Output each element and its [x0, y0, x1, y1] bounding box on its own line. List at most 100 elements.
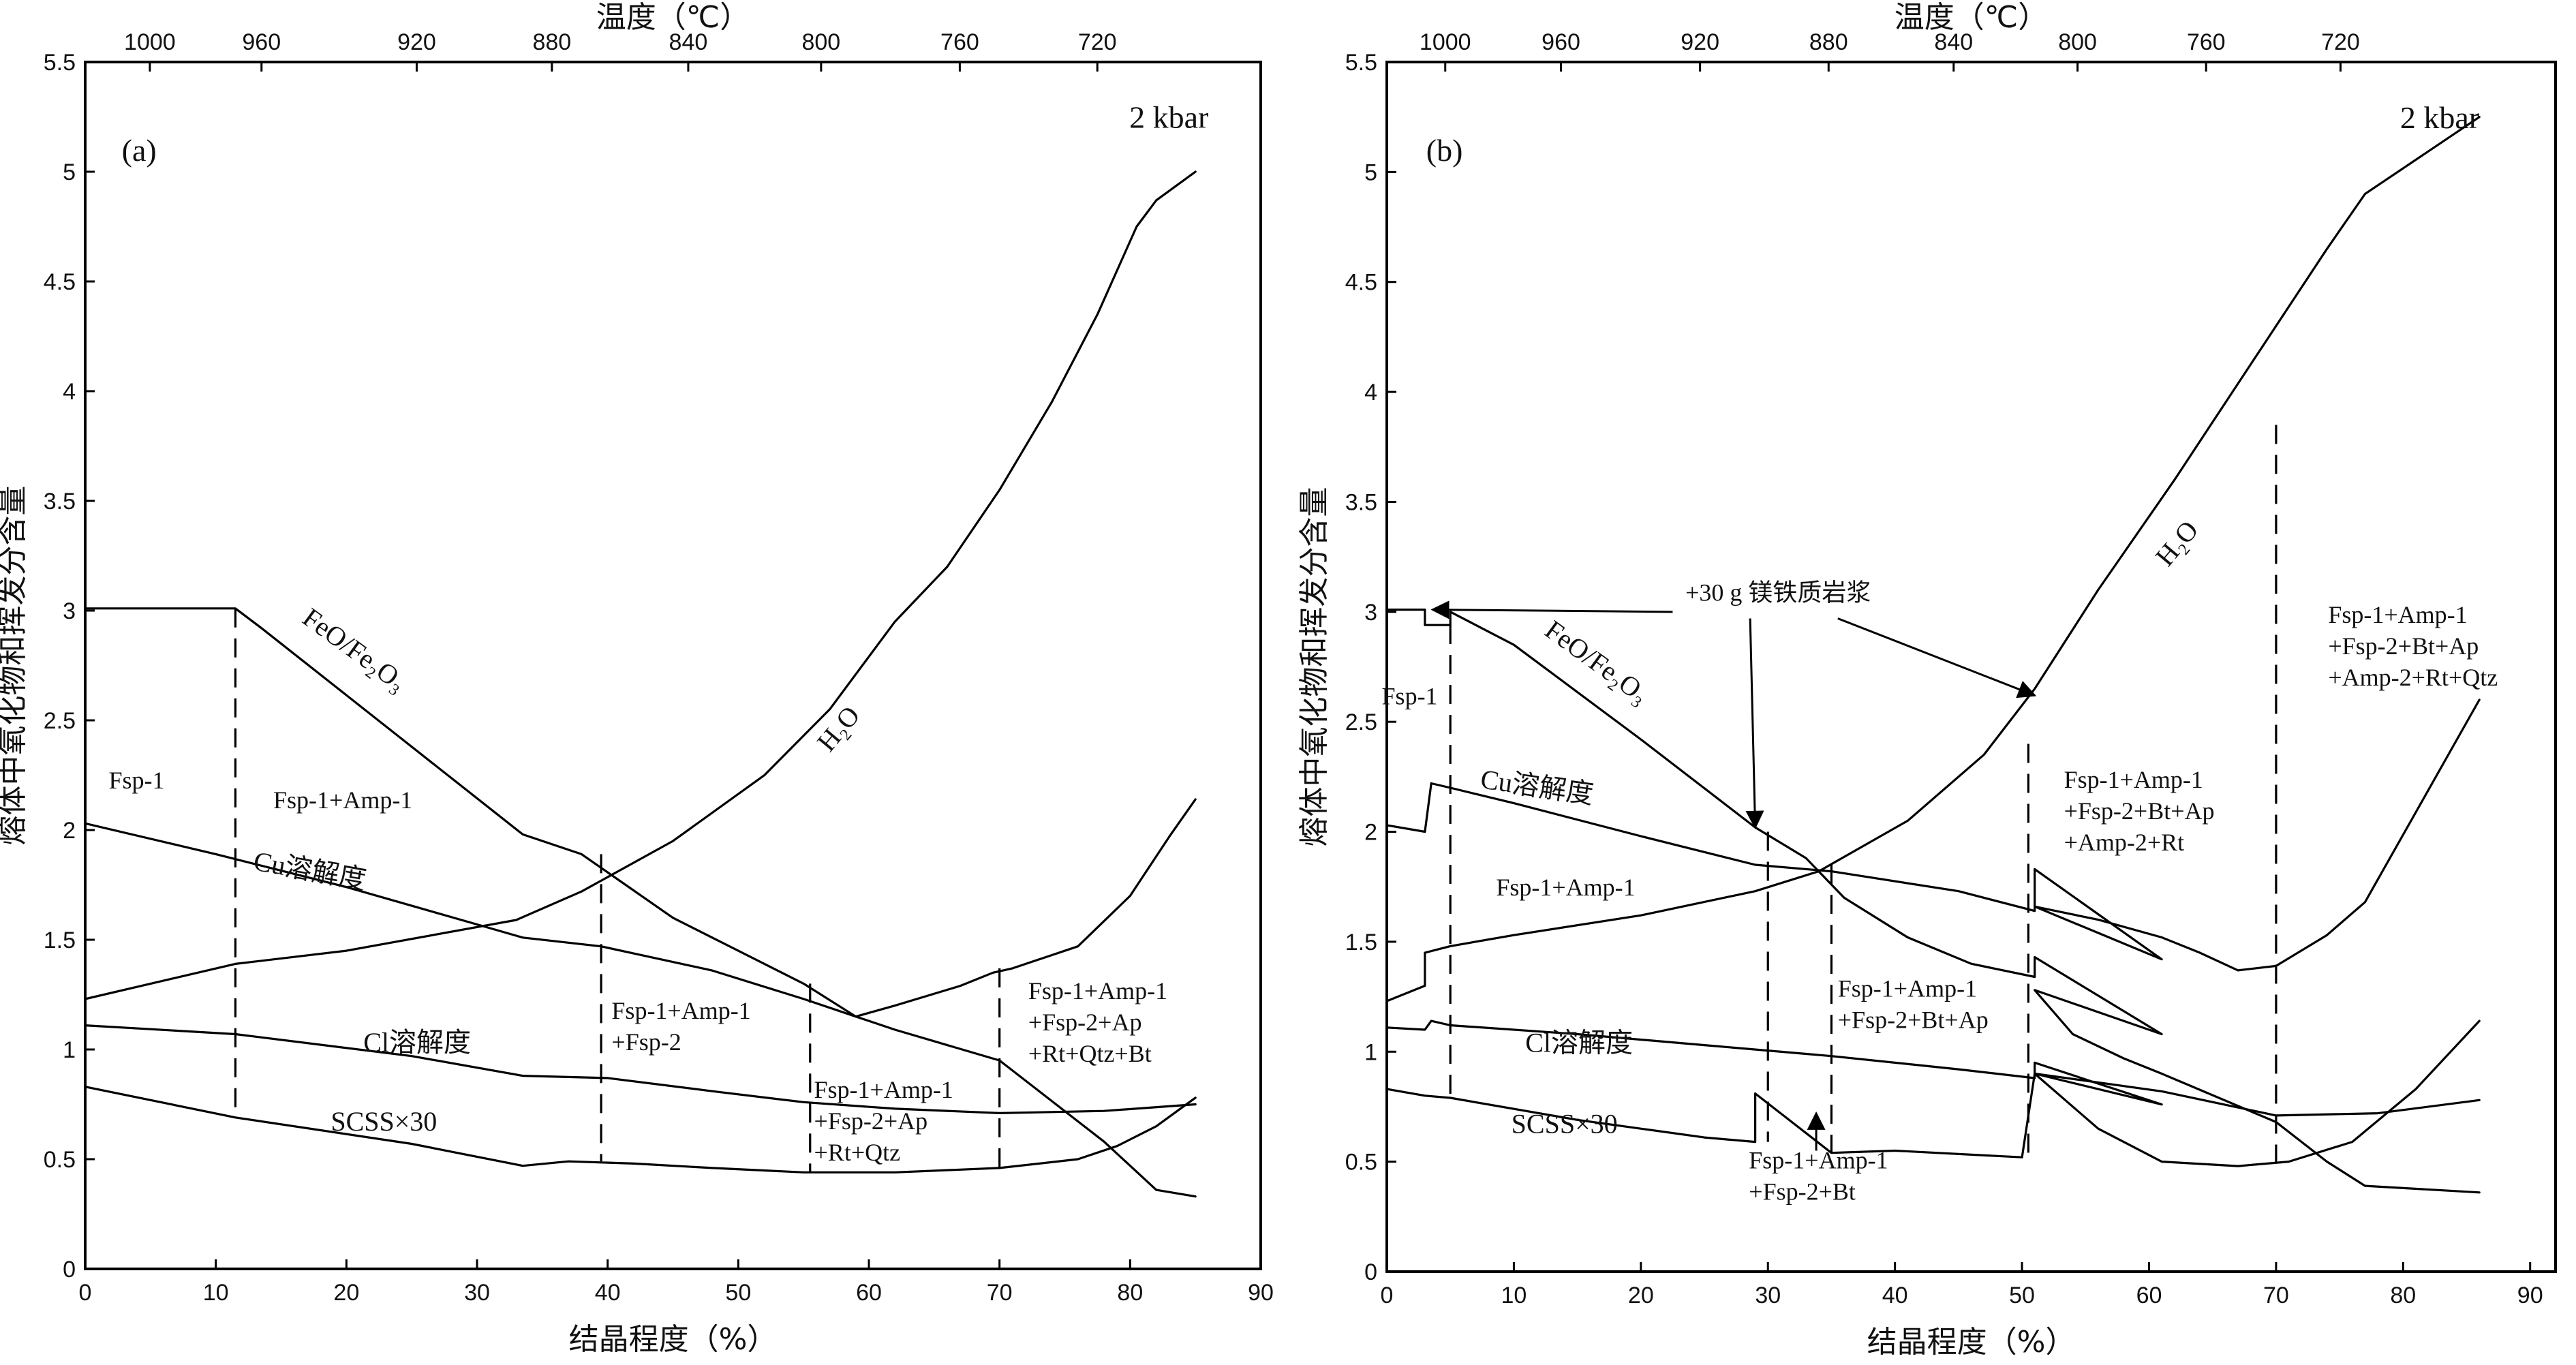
phase-field-line: +Rt+Qtz: [814, 1139, 901, 1166]
y-tick-label: 1: [1364, 1039, 1377, 1065]
x-tick-label: 80: [1117, 1280, 1143, 1306]
x-tick-label: 90: [2517, 1283, 2543, 1308]
top-tick-label: 800: [801, 29, 840, 55]
x-tick-label: 10: [1501, 1283, 1527, 1308]
x-tick-label: 20: [1628, 1283, 1654, 1308]
phase-field-label: Fsp-1+Amp-1 +Fsp-2+Ap +Rt+Qtz: [814, 1076, 953, 1166]
series-line: [1385, 116, 2481, 1002]
top-tick-label: 760: [2187, 29, 2226, 55]
phase-field-line: Fsp-1+Amp-1: [2328, 601, 2467, 628]
curve-label-cl: Cl溶解度: [1525, 1027, 1633, 1058]
curve-label-cl: Cl溶解度: [363, 1027, 471, 1058]
series-line: [1385, 609, 2481, 1194]
x-tick-label: 0: [1381, 1283, 1394, 1308]
top-tick-label: 960: [242, 29, 281, 55]
annotation-arrow: [1837, 617, 2037, 699]
phase-field-line: +Fsp-2+Bt: [1749, 1178, 1856, 1205]
y-tick-label: 3: [1364, 600, 1377, 626]
series-line: [84, 1086, 1197, 1174]
series-line: [1385, 699, 2481, 972]
curve-label-h2o: H₂O: [811, 700, 866, 757]
top-tick-label: 1000: [1420, 29, 1471, 55]
panel-a: 0 10 20 30 40 50 60 70 80 90 0 0.5 1 1.5 2 2.5 3 3.5 4 4.5 5…: [0, 0, 1274, 1357]
y-tick-label: 5: [63, 159, 76, 185]
y-tick-label: 2.5: [44, 708, 76, 734]
x-tick-label: 0: [79, 1280, 92, 1306]
x-tick-label: 10: [203, 1280, 229, 1306]
y-axis-title: 熔体中氧化物和挥发分含量: [1297, 487, 1332, 847]
series-line: [84, 1024, 1197, 1114]
phase-field-label: Fsp-1+Amp-1: [1496, 874, 1635, 901]
y-tick-label: 4: [1364, 380, 1377, 405]
phase-field-line: Fsp-1: [109, 767, 165, 794]
x-tick-label: 20: [333, 1280, 359, 1306]
phase-field-line: Fsp-1+Amp-1: [1749, 1146, 1888, 1174]
phase-field-line: Fsp-1+Amp-1: [1838, 975, 1977, 1002]
top-tick-label: 800: [2058, 29, 2097, 55]
y-tick-label: 2: [1364, 820, 1377, 846]
curve-label-scss: SCSS×30: [331, 1106, 437, 1137]
phase-field-line: Fsp-1: [1382, 682, 1438, 709]
top-tick-label: 920: [1681, 29, 1719, 55]
x-axis-title: 结晶程度（%）: [569, 1322, 778, 1357]
phase-field-line: +Amp-2+Rt: [2064, 829, 2185, 856]
y-tick-label: 1.5: [1345, 930, 1377, 955]
plot-frame: [84, 61, 1262, 1270]
curve-label-cu: Cu溶解度: [1479, 763, 1595, 810]
x-tick-label: 80: [2390, 1283, 2416, 1308]
phase-field-label: Fsp-1+Amp-1 +Fsp-2+Bt+Ap +Amp-2+Rt+Qtz: [2328, 601, 2498, 691]
phase-field-line: +Fsp-2: [611, 1028, 681, 1056]
panel-tag: (a): [122, 133, 157, 168]
curve-label-h2o: H₂O: [2149, 515, 2205, 572]
phase-field-label: Fsp-1+Amp-1 +Fsp-2+Bt+Ap +Amp-2+Rt: [2064, 766, 2215, 856]
phase-field-line: +Rt+Qtz+Bt: [1028, 1040, 1152, 1067]
x-tick-label: 40: [595, 1280, 621, 1306]
phase-field-line: Fsp-1+Amp-1: [1496, 874, 1635, 901]
y-tick-label: 4: [63, 379, 76, 405]
x-tick-label: 40: [1882, 1283, 1908, 1308]
mafic-magma-annotation: +30 g 镁铁质岩浆: [1685, 579, 1871, 607]
phase-field-line: Fsp-1+Amp-1: [273, 786, 412, 814]
y-tick-label: 0.5: [1345, 1150, 1377, 1176]
panel-tag: (b): [1426, 133, 1463, 168]
y-tick-label: 3.5: [44, 489, 76, 515]
y-tick-label: 4.5: [44, 269, 76, 295]
curve-label-cu: Cu溶解度: [251, 846, 369, 895]
top-tick-label: 880: [1809, 29, 1848, 55]
phase-field-line: Fsp-1+Amp-1: [611, 997, 750, 1024]
top-axis-title: 温度（℃）: [1895, 0, 2048, 35]
x-tick-label: 30: [1755, 1283, 1781, 1308]
phase-field-line: Fsp-1+Amp-1: [1028, 977, 1167, 1004]
curve-label-feo: FeO/Fe₂O₃: [297, 602, 412, 697]
series-line: [84, 607, 1197, 1198]
x-tick-label: 60: [856, 1280, 882, 1306]
y-tick-label: 0: [63, 1257, 76, 1283]
y-tick-label: 5.5: [44, 50, 76, 76]
curve-label-feo: FeO/Fe₂O₃: [1539, 614, 1655, 709]
top-tick-label: 720: [1078, 29, 1117, 55]
plot-frame: [1385, 61, 2557, 1273]
series-line: [84, 170, 1197, 1000]
x-tick-label: 30: [464, 1280, 490, 1306]
phase-field-line: Fsp-1+Amp-1: [2064, 766, 2203, 793]
phase-field-label: Fsp-1+Amp-1: [273, 786, 412, 814]
x-tick-label: 60: [2136, 1283, 2162, 1308]
y-tick-label: 0: [1364, 1259, 1377, 1285]
phase-field-line: +Fsp-2+Ap: [1028, 1009, 1142, 1036]
y-axis-title: 熔体中氧化物和挥发分含量: [0, 486, 30, 846]
y-tick-label: 1: [63, 1037, 76, 1063]
top-tick-label: 720: [2321, 29, 2360, 55]
x-tick-label: 70: [987, 1280, 1013, 1306]
annotation-arrow: [1430, 600, 1673, 619]
pressure-label: 2 kbar: [1129, 100, 1208, 135]
phase-field-line: +Fsp-2+Ap: [814, 1107, 928, 1135]
series-line: [1385, 1019, 2481, 1167]
x-tick-label: 70: [2263, 1283, 2289, 1308]
y-tick-label: 5.5: [1345, 50, 1377, 76]
phase-field-line: +Fsp-2+Bt+Ap: [2328, 632, 2479, 660]
phase-field-line: +Fsp-2+Bt+Ap: [2064, 797, 2215, 825]
phase-field-line: +Fsp-2+Bt+Ap: [1838, 1007, 1989, 1034]
panel-b: 0 10 20 30 40 50 60 70 80 90 0 0.5 1 1.5 2 2.5 3 3.5 4 4.5 5…: [1297, 0, 2557, 1360]
x-axis-title: 结晶程度（%）: [1867, 1325, 2076, 1360]
